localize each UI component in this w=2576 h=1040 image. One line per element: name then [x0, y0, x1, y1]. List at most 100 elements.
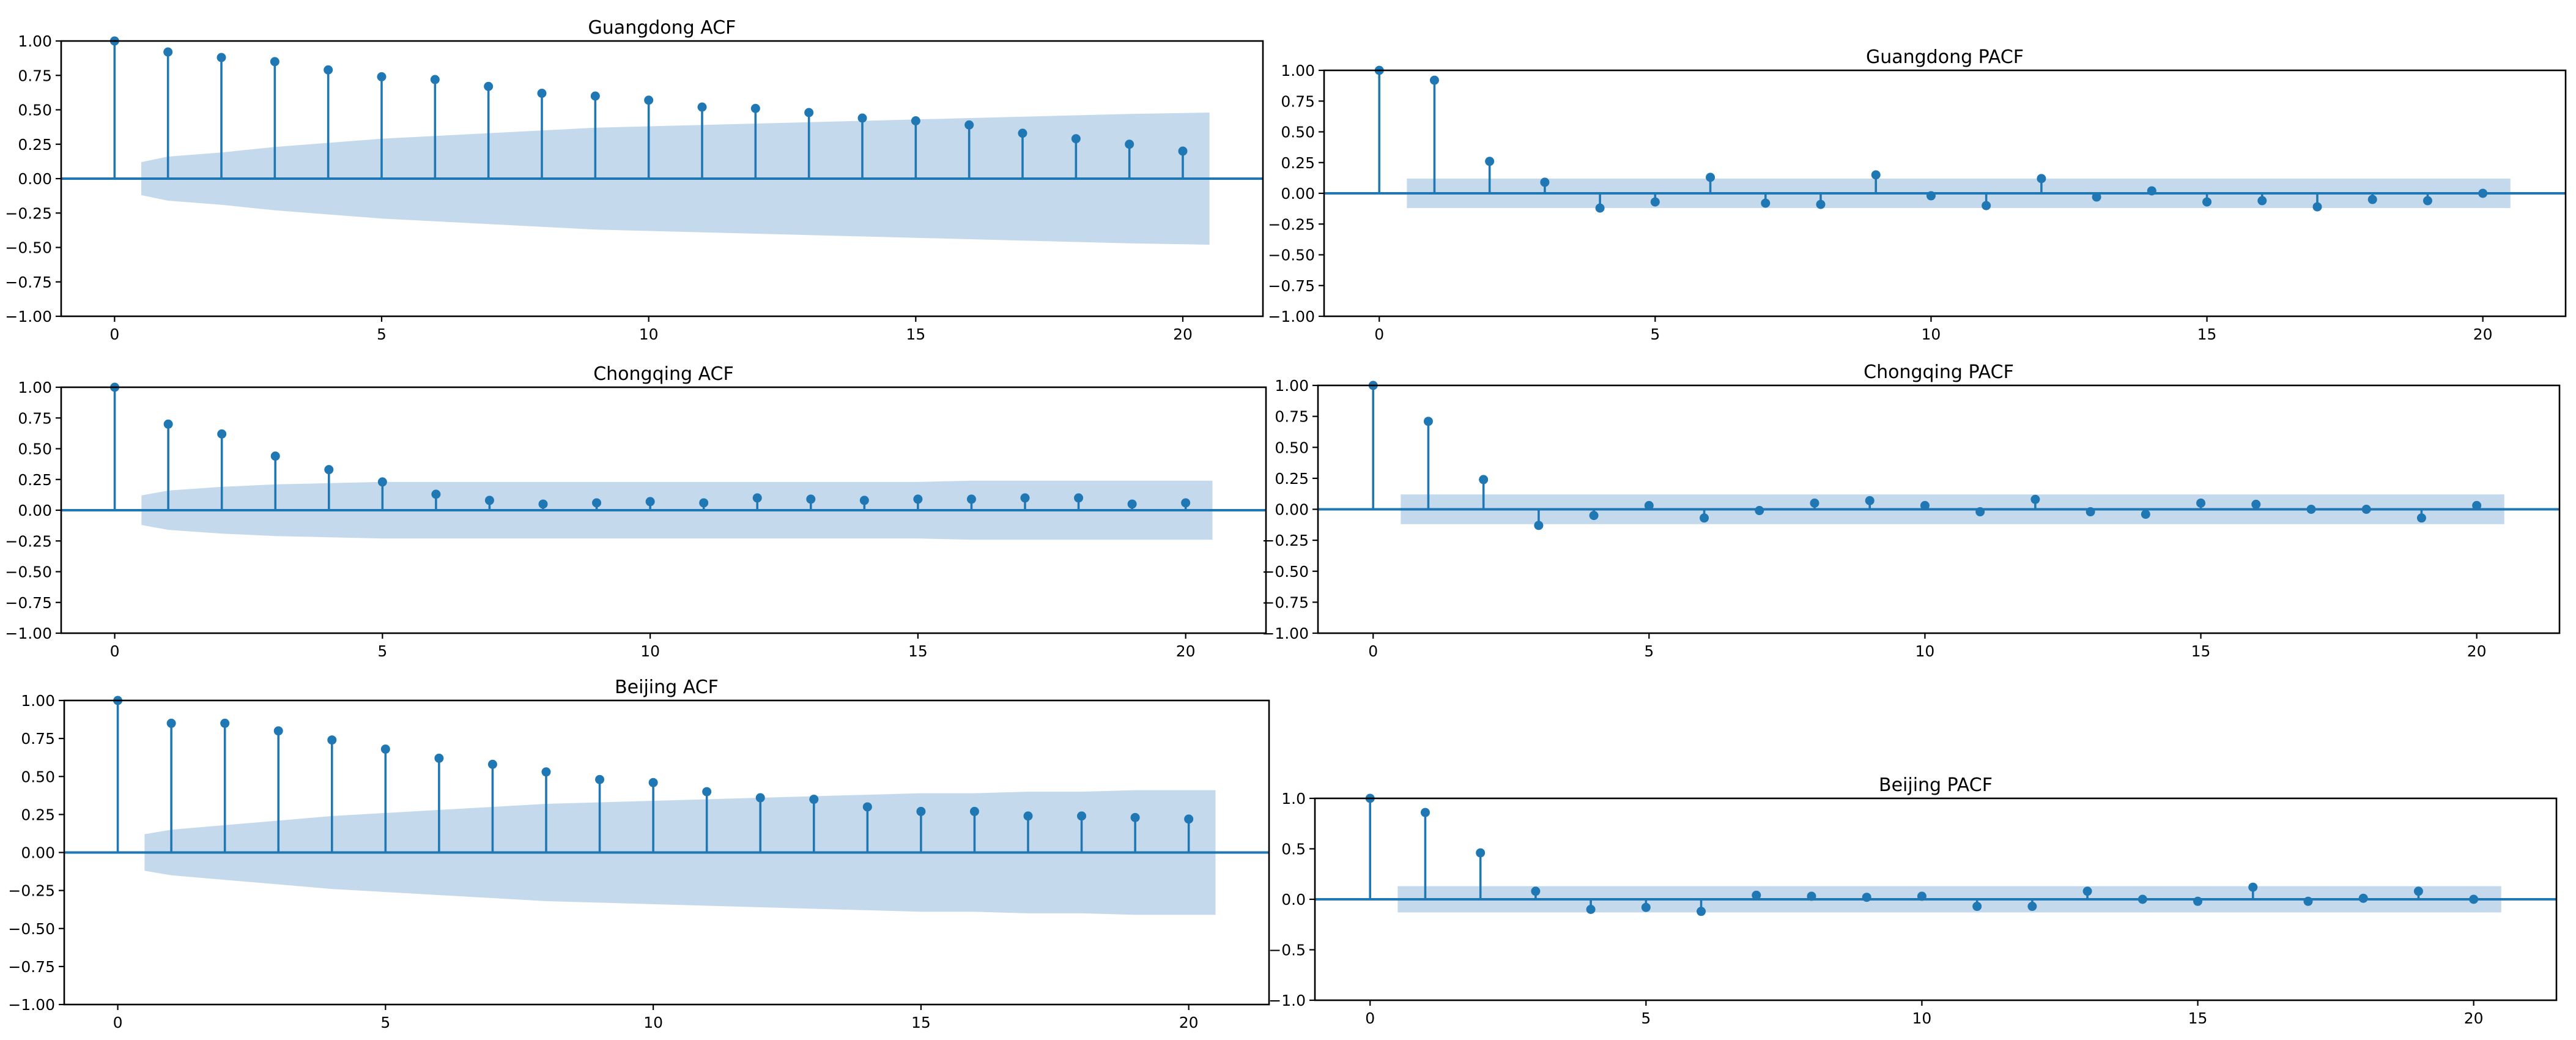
marker-lag-7: [487, 759, 497, 769]
x-tick-label: 5: [377, 642, 387, 660]
y-tick-label: −0.75: [1262, 593, 1309, 611]
y-tick-label: 0.50: [21, 768, 55, 786]
marker-lag-20: [1181, 498, 1191, 508]
marker-lag-2: [1485, 157, 1495, 166]
marker-lag-18: [1074, 493, 1084, 503]
marker-lag-19: [1130, 812, 1140, 822]
marker-lag-6: [434, 753, 444, 763]
marker-lag-3: [1540, 177, 1550, 187]
marker-lag-4: [324, 65, 333, 75]
marker-lag-14: [857, 113, 867, 123]
x-tick-label: 0: [1365, 1009, 1375, 1027]
y-tick-label: 0.00: [1281, 185, 1315, 202]
y-tick-label: −1.00: [8, 996, 55, 1014]
marker-lag-16: [2251, 499, 2261, 509]
marker-lag-17: [1023, 811, 1033, 821]
marker-lag-14: [2137, 894, 2147, 904]
marker-lag-18: [2358, 893, 2368, 903]
y-tick-label: 0.0: [1281, 891, 1306, 908]
marker-lag-4: [327, 735, 337, 745]
marker-lag-8: [537, 89, 547, 98]
marker-lag-17: [1020, 493, 1030, 503]
marker-lag-7: [1761, 198, 1771, 208]
y-tick-label: −0.25: [5, 532, 52, 550]
marker-lag-7: [484, 81, 494, 91]
marker-lag-5: [1644, 500, 1654, 510]
y-tick-label: 0.50: [1281, 124, 1315, 141]
marker-lag-4: [1586, 905, 1596, 914]
marker-lag-9: [590, 91, 600, 101]
marker-lag-11: [1972, 902, 1982, 912]
marker-lag-11: [1982, 201, 1991, 210]
x-tick-label: 10: [1912, 1009, 1932, 1027]
x-tick-label: 0: [1374, 325, 1384, 343]
marker-lag-18: [1077, 811, 1087, 821]
y-tick-label: −0.25: [5, 204, 52, 222]
y-tick-label: 0.00: [1275, 501, 1309, 519]
marker-lag-15: [2193, 896, 2203, 906]
x-tick-label: 10: [1922, 325, 1941, 343]
x-tick-label: 10: [643, 1014, 663, 1031]
marker-lag-2: [217, 53, 226, 62]
marker-lag-3: [273, 726, 283, 736]
y-tick-label: 1.00: [18, 379, 52, 396]
marker-lag-13: [806, 494, 816, 504]
chart-title: Guangdong PACF: [1866, 46, 2024, 68]
marker-lag-2: [220, 718, 230, 728]
marker-lag-13: [809, 795, 819, 804]
chart-title: Beijing ACF: [615, 677, 719, 698]
marker-lag-9: [592, 498, 602, 508]
y-tick-label: 0.25: [1281, 154, 1315, 172]
marker-lag-9: [1862, 893, 1871, 902]
chongqing-pacf-chart: −1.00 −0.75 −0.50 −0.25 0.00 0.25 0.50 0.75 1.00…: [1262, 362, 2561, 660]
marker-lag-14: [2141, 510, 2150, 519]
y-tick-label: −1.00: [5, 308, 52, 325]
y-tick-label: −1.00: [5, 625, 52, 642]
marker-lag-11: [702, 787, 712, 797]
y-tick-label: 0.25: [18, 471, 52, 489]
marker-lag-2: [1476, 848, 1486, 858]
marker-lag-12: [2027, 902, 2037, 912]
y-tick-label: 0.75: [18, 67, 52, 84]
marker-lag-10: [644, 95, 654, 105]
marker-lag-8: [1816, 199, 1826, 209]
marker-lag-5: [1650, 197, 1660, 207]
y-tick-label: 0.75: [18, 409, 52, 427]
chart-title: Chongqing PACF: [1864, 362, 2014, 383]
marker-lag-13: [2092, 192, 2101, 202]
x-tick-label: 20: [2467, 642, 2487, 660]
marker-lag-4: [1589, 511, 1599, 521]
marker-lag-7: [484, 496, 494, 505]
chart-title: Beijing PACF: [1879, 774, 1993, 796]
y-tick-label: −0.50: [5, 563, 52, 581]
marker-lag-1: [1423, 417, 1433, 426]
marker-lag-1: [163, 419, 173, 429]
y-tick-label: −0.50: [1268, 247, 1315, 264]
marker-lag-10: [648, 778, 658, 787]
marker-lag-14: [862, 802, 872, 812]
marker-lag-11: [699, 498, 709, 508]
x-tick-label: 5: [1641, 1009, 1651, 1027]
x-tick-label: 20: [2464, 1009, 2484, 1027]
marker-lag-17: [2306, 505, 2316, 514]
y-tick-label: 1.00: [1281, 62, 1315, 80]
y-tick-label: 0.00: [18, 502, 52, 519]
marker-lag-6: [1700, 513, 1709, 523]
y-tick-label: 0.50: [18, 440, 52, 458]
y-tick-label: 0.00: [18, 170, 52, 188]
marker-lag-12: [752, 493, 762, 503]
y-tick-label: 1.0: [1281, 790, 1306, 808]
marker-lag-19: [2422, 196, 2432, 206]
marker-lag-13: [804, 108, 814, 117]
y-tick-label: −0.75: [8, 958, 55, 976]
marker-lag-20: [2469, 894, 2479, 904]
marker-lag-3: [1531, 886, 1541, 896]
marker-lag-5: [380, 745, 390, 754]
x-tick-label: 5: [380, 1014, 390, 1031]
marker-lag-5: [1641, 902, 1651, 912]
marker-lag-16: [964, 120, 974, 130]
marker-lag-12: [750, 103, 760, 113]
y-tick-label: −0.50: [8, 920, 55, 938]
marker-lag-19: [1125, 139, 1134, 149]
y-tick-label: −0.75: [1268, 277, 1315, 295]
